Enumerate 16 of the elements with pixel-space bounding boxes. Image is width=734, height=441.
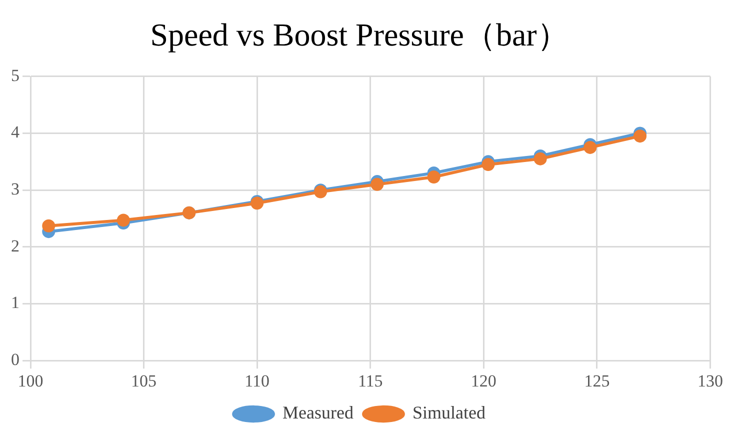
y-tick-label: 0 <box>11 350 20 370</box>
x-tick-label: 100 <box>18 371 44 390</box>
chart-title: Speed vs Boost Pressure（bar） <box>150 16 569 53</box>
y-tick-label: 1 <box>11 293 20 312</box>
x-tick-label: 125 <box>584 371 610 390</box>
y-tick-label: 3 <box>11 180 20 199</box>
legend-label: Measured <box>282 402 354 423</box>
y-tick-label: 2 <box>11 236 20 256</box>
legend-label: Simulated <box>412 402 486 423</box>
x-tick-label: 115 <box>358 371 383 390</box>
x-tick-label: 105 <box>131 371 157 390</box>
x-tick-label: 120 <box>470 371 496 390</box>
x-tick-label: 130 <box>698 371 723 390</box>
y-tick-label: 5 <box>11 66 20 85</box>
x-tick-label: 110 <box>244 371 270 390</box>
y-tick-label: 4 <box>11 122 20 142</box>
